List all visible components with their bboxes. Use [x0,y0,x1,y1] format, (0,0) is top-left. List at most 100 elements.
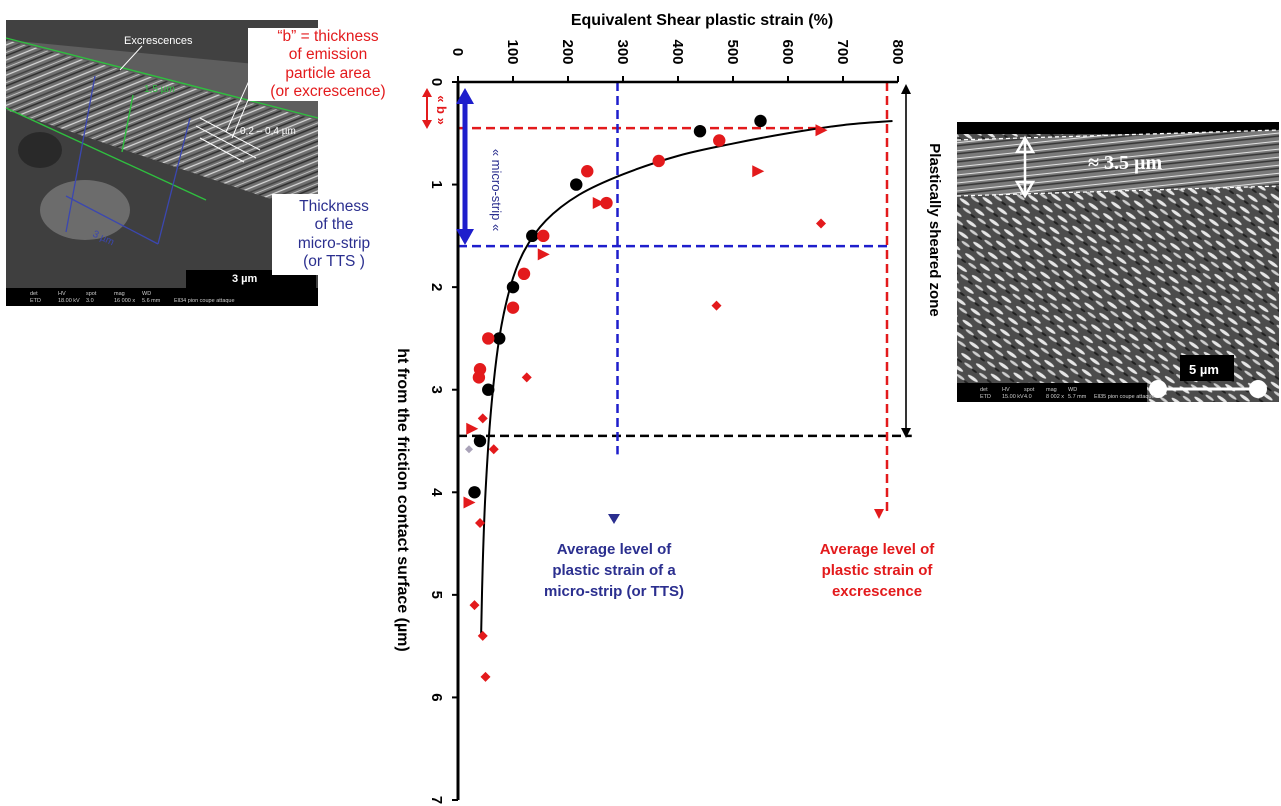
excrescence-arrowhead [874,509,884,519]
sem-info-header: det [30,291,38,297]
sem-info-value: 18.00 kV [58,298,80,304]
data-point-diamond [477,630,488,641]
microstrip-marker [608,514,620,524]
data-point-diamond [816,218,826,229]
thickness-note-line-2: of the [314,216,354,234]
left-sem-strip [6,40,318,215]
chart-reference-lines [458,82,912,513]
b-label: « b » [434,95,449,125]
right-dashed-bottom [956,185,1280,197]
left-sem-blob [40,180,130,240]
thickness-note-line-1: Thickness [299,198,369,215]
data-point-diamond [475,518,485,529]
data-point-triangle [815,124,828,137]
green-dim-arrow [121,94,134,153]
avg-microstrip-line-3: micro-strip (or TTS) [544,583,684,600]
sem-info-value: 5.7 mm [1068,394,1087,400]
sem-info-header: det [980,387,988,393]
data-point-circle [472,371,486,384]
data-point-circle [526,229,539,243]
right-arrowhead-top [1014,135,1036,154]
right-thickness-label: ≈ 3.5 µm [1088,152,1163,174]
white-tick-2 [195,125,257,159]
blue-line-2 [157,117,191,245]
data-point-triangle [463,496,476,509]
blue-line-3 [65,195,159,245]
x-tick-label: 600 [779,39,796,64]
left-sem-blob-2 [18,132,62,168]
data-point-triangle [466,422,479,435]
x-axis-title: Equivalent Shear plastic strain (%) [571,12,833,29]
data-point-circle [713,134,726,147]
sem-info-header: spot [86,291,97,297]
right-info-bar [957,383,1147,402]
right-dashed-top [956,129,1280,141]
data-point-circle [517,267,531,281]
b-note-line-1: “b” = thickness [277,28,379,45]
sem-info-name: Ell34 pion coupe attaque [174,298,235,304]
y-tick-label: 0 [428,78,445,86]
sem-info-header: mag [114,291,125,297]
y-axis-title: ht from the friction contact surface (µm… [394,348,411,651]
x-tick-label: 400 [669,39,686,64]
fit-curve [480,119,893,636]
sem-info-header: WD [1068,387,1077,393]
y-tick-label: 6 [428,693,445,701]
right-sem-sheared-zone [957,130,1279,196]
data-point-circle [652,154,665,168]
avg-excrescence-line-2: plastic strain of [822,562,934,579]
right-scalebar-bg [1180,355,1234,381]
left-sem-lower [6,110,318,288]
data-point-diamond [480,671,491,682]
right-scalebar-end-l [1149,380,1167,398]
x-tick-label: 300 [614,39,631,64]
x-tick-label: 700 [834,39,851,64]
data-point-circle [570,178,583,191]
sem-info-header: spot [1024,387,1035,393]
white-tick-1 [199,117,261,151]
excrescence-pointer [119,45,143,71]
data-point-diamond [521,372,532,383]
avg-microstrip-line-1: Average level of [557,541,673,558]
data-point-circle [693,125,707,138]
b-note-line-3: particle area [285,64,371,82]
sem-info-header: HV [1002,387,1010,393]
data-points [463,114,828,682]
y-tick-label: 1 [428,180,445,188]
x-tick-label: 0 [449,48,466,56]
right-arrowhead-bottom [1014,180,1036,199]
x-tick-label: 200 [559,39,576,64]
data-point-triangle [537,248,550,261]
thickness-note-line-3: micro-strip [297,234,371,252]
left-info-bar [6,288,318,306]
data-point-circle [506,301,520,314]
sem-info-value: 4.0 [1024,394,1032,400]
dim-02-label: 0,2 – 0,4 µm [240,126,296,137]
data-point-diamond [711,300,722,311]
green-line-top [5,37,319,119]
sem-info-value: 16 000 x [114,298,135,304]
sem-info-value: 5.6 mm [142,298,161,304]
avg-microstrip-line-2: plastic strain of a [552,562,676,579]
x-tick-label: 500 [724,39,741,64]
y-tick-label: 5 [428,591,445,599]
sem-info-value: ETD [30,298,41,304]
sheared-zone-label: Plastically sheared zone [926,143,943,316]
data-point-circle [473,434,487,448]
sheared-zone-arrowhead-top [901,84,911,94]
thickness-note-line-4: (or TTS ) [303,252,365,270]
microstrip-thickness-note: Thickness of the micro-strip (or TTS ) [272,194,396,276]
sem-info-header: HV [58,291,66,297]
data-point-diamond [477,413,488,424]
data-point-triangle [752,165,765,178]
x-axis-ticks: 0 100 200 300 400 500 600 700 800 [449,39,906,82]
b-note-line-4: (or excrescence) [270,82,386,100]
x-tick-label: 100 [504,39,521,64]
sem-info-name: Ell35 pion coupe attaque [1094,394,1155,400]
right-scalebar-label: 5 µm [1189,362,1219,377]
sem-info-value: 15.00 kV [1002,394,1024,400]
x-tick-label: 800 [889,39,906,64]
excrescences-label: Excrescences [124,35,193,47]
